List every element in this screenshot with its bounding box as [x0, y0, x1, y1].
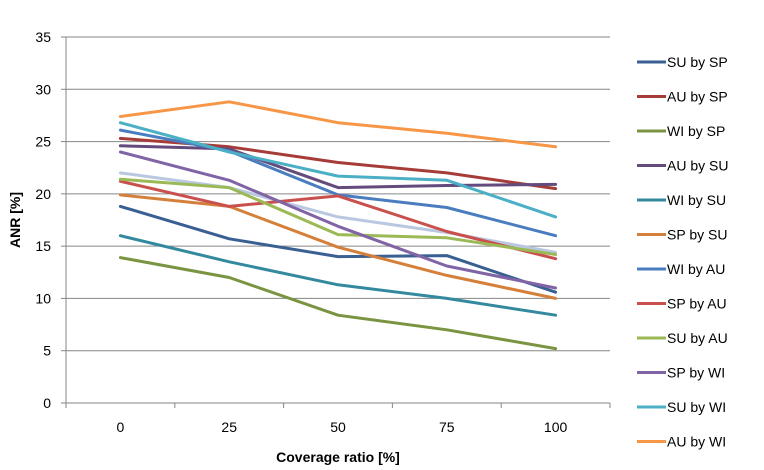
y-axis-title: ANR [%]	[7, 192, 23, 248]
y-tick-label: 0	[43, 395, 51, 411]
series-line-su-by-sp	[118, 204, 558, 294]
series-lines	[118, 100, 558, 351]
legend: SU by SP AU by SP WI by SP AU by SU WI by SU…	[637, 54, 728, 450]
series-line-su-by-wi	[118, 121, 558, 219]
x-tick-label: 0	[117, 419, 125, 435]
legend-item: WI by SU	[637, 192, 726, 208]
x-tick-label: 50	[330, 419, 346, 435]
legend-label: SU by WI	[667, 399, 726, 415]
series-line-sp-by-su	[118, 193, 558, 300]
legend-item: SU by AU	[637, 330, 728, 346]
legend-item: WI by AU	[637, 261, 725, 277]
series-line-sp-by-au	[118, 179, 558, 261]
axes	[65, 37, 610, 404]
legend-label: WI by SU	[667, 192, 726, 208]
legend-label: SP by SU	[667, 227, 727, 243]
legend-item: AU by SU	[637, 158, 728, 174]
x-tick-label: 100	[544, 419, 568, 435]
legend-label: WI by AU	[667, 261, 725, 277]
legend-label: SU by AU	[667, 330, 728, 346]
series-line-wi-by-sp	[118, 256, 558, 351]
y-tick-label: 15	[35, 238, 51, 254]
x-tick-label: 25	[221, 419, 237, 435]
series-line-au-by-su	[118, 144, 558, 190]
series-line-su-by-au	[118, 177, 558, 256]
legend-label: SU by SP	[667, 54, 728, 70]
y-tick-label: 10	[35, 290, 51, 306]
legend-item: AU by WI	[637, 434, 726, 450]
x-axis-title: Coverage ratio [%]	[276, 449, 400, 465]
legend-item: SP by WI	[637, 365, 725, 381]
legend-label: AU by SP	[667, 89, 728, 105]
x-tick-labels: 0 25 50 75 100	[65, 403, 611, 435]
legend-label: WI by SP	[667, 123, 725, 139]
legend-item: AU by SP	[637, 89, 728, 105]
y-tick-label: 30	[35, 81, 51, 97]
legend-label: SP by AU	[667, 296, 727, 312]
series-line-sp-by-wi	[118, 150, 558, 290]
y-tick-labels: 0 5 10 15 20 25 30 35	[35, 29, 66, 411]
x-tick-label: 75	[439, 419, 455, 435]
legend-label: AU by WI	[667, 434, 726, 450]
legend-label: AU by SU	[667, 158, 728, 174]
legend-item: WI by SP	[637, 123, 725, 139]
series-line-wi-by-su	[118, 234, 558, 317]
legend-item: SU by WI	[637, 399, 726, 415]
y-tick-label: 20	[35, 186, 51, 202]
legend-label: SP by WI	[667, 365, 725, 381]
series-line-au-by-wi	[118, 100, 558, 149]
legend-item: SP by SU	[637, 227, 727, 243]
y-tick-label: 25	[35, 134, 51, 150]
y-tick-label: 5	[43, 343, 51, 359]
legend-item: SU by SP	[637, 54, 728, 70]
legend-item: SP by AU	[637, 296, 727, 312]
y-tick-label: 35	[35, 29, 51, 45]
